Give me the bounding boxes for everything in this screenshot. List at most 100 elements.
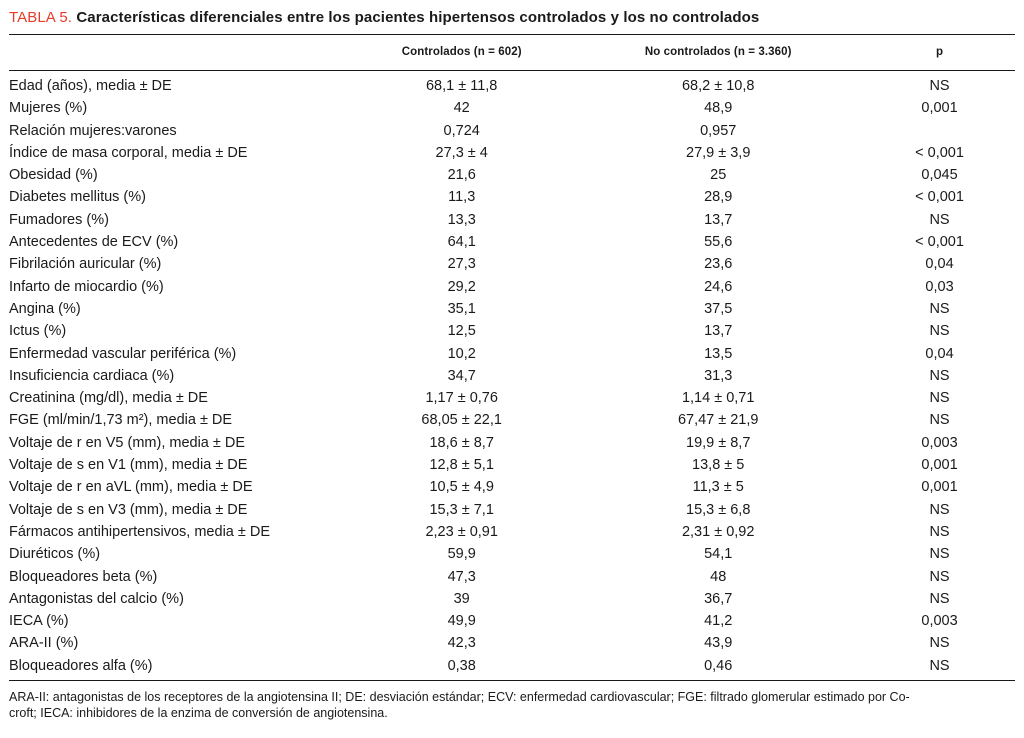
p-value-cell: NS	[929, 211, 950, 228]
no-controlados-value-cell: 27,9 ± 3,9	[686, 144, 751, 161]
controlados-value-cell: 10,5 ± 4,9	[429, 479, 494, 496]
table-row: Diabetes mellitus (%) 11,3 28,9 < 0,001	[9, 186, 1015, 208]
p-value-cell: 0,003	[921, 613, 958, 630]
controlados-value-cell: 39	[453, 590, 470, 607]
controlados-value-cell: 15,3 ± 7,1	[429, 501, 494, 518]
row-label-cell: Antecedentes de ECV (%)	[9, 234, 179, 251]
controlados-value-cell: 12,5	[447, 323, 476, 340]
controlados-value-cell: 27,3	[447, 256, 476, 273]
controlados-value-cell: 27,3 ± 4	[435, 144, 488, 161]
row-label-cell: Bloqueadores alfa (%)	[9, 654, 352, 682]
p-value-cell: < 0,001	[915, 234, 964, 251]
table-row: Bloqueadores alfa (%) 0,38 0,46 NS	[9, 654, 1015, 682]
no-controlados-value-cell: 15,3 ± 6,8	[686, 501, 751, 518]
row-label-cell: Diabetes mellitus (%)	[9, 189, 146, 206]
p-value-cell: NS	[929, 523, 950, 540]
no-controlados-value-cell: 25	[710, 167, 727, 184]
table-row: Voltaje de r en V5 (mm), media ± DE 18,6 …	[9, 432, 1015, 454]
table-row: Enfermedad vascular periférica (%) 10,2 13…	[9, 343, 1015, 365]
row-label-cell: Índice de masa corporal, media ± DE	[9, 144, 248, 161]
table-row: Voltaje de r en aVL (mm), media ± DE 10,5…	[9, 476, 1015, 498]
p-value-cell: < 0,001	[915, 144, 964, 161]
no-controlados-value-cell: 0,46	[572, 654, 865, 682]
controlados-value-cell: 1,17 ± 0,76	[425, 390, 498, 407]
table-row: Ictus (%) 12,5 13,7 NS	[9, 320, 1015, 342]
p-value-cell: NS	[864, 654, 1015, 682]
no-controlados-value-cell: 55,6	[704, 234, 733, 251]
table-row: Fármacos antihipertensivos, media ± DE 2,…	[9, 521, 1015, 543]
controlados-value-cell: 12,8 ± 5,1	[429, 457, 494, 474]
table-row: Angina (%) 35,1 37,5 NS	[9, 298, 1015, 320]
controlados-value-cell: 64,1	[447, 234, 476, 251]
no-controlados-value-cell: 48,9	[704, 100, 733, 117]
controlados-value-cell: 35,1	[447, 300, 476, 317]
table-row: Fumadores (%) 13,3 13,7 NS	[9, 209, 1015, 231]
no-controlados-value-cell: 13,7	[704, 211, 733, 228]
row-label-cell: Fumadores (%)	[9, 211, 109, 228]
controlados-value-cell: 68,1 ± 11,8	[425, 78, 498, 94]
row-label-cell: Diuréticos (%)	[9, 546, 101, 563]
row-label-cell: Fármacos antihipertensivos, media ± DE	[9, 523, 271, 540]
controlados-value-cell: 21,6	[447, 167, 476, 184]
table-footnote: ARA-II: antagonistas de los receptores d…	[9, 681, 1015, 721]
table-row: Voltaje de s en V1 (mm), media ± DE 12,8 …	[9, 454, 1015, 476]
no-controlados-value-cell: 13,8 ± 5	[692, 457, 745, 474]
table-row: Edad (años), media ± DE 68,1 ± 11,8 68,2 ±…	[9, 71, 1015, 98]
p-value-cell: < 0,001	[915, 189, 964, 206]
table-row: Insuficiencia cardiaca (%) 34,7 31,3 NS	[9, 365, 1015, 387]
no-controlados-value-cell: 24,6	[704, 278, 733, 295]
row-label-cell: ARA-II (%)	[9, 635, 79, 652]
table-row: Relación mujeres:varones 0,724 0,957	[9, 120, 1015, 142]
column-header-no-controlados: No controlados (n = 3.360)	[572, 34, 865, 71]
p-value-cell: NS	[929, 390, 950, 407]
row-label-cell: Voltaje de s en V3 (mm), media ± DE	[9, 501, 248, 518]
no-controlados-value-cell: 11,3 ± 5	[692, 479, 744, 496]
p-value-cell: NS	[929, 590, 950, 607]
no-controlados-value-cell: 68,2 ± 10,8	[681, 78, 755, 94]
row-label-cell: Mujeres (%)	[9, 100, 88, 117]
row-label-cell: Bloqueadores beta (%)	[9, 568, 158, 585]
table-row: Fibrilación auricular (%) 27,3 23,6 0,04	[9, 253, 1015, 275]
no-controlados-value-cell: 13,5	[704, 345, 733, 362]
row-label-cell: Voltaje de s en V1 (mm), media ± DE	[9, 457, 248, 474]
controlados-value-cell: 11,3	[448, 189, 476, 206]
table-row: ARA-II (%) 42,3 43,9 NS	[9, 632, 1015, 654]
table-row: IECA (%) 49,9 41,2 0,003	[9, 610, 1015, 632]
p-value-cell: 0,003	[921, 434, 958, 451]
no-controlados-value-cell: 1,14 ± 0,71	[681, 390, 755, 407]
row-label-cell: Insuficiencia cardiaca (%)	[9, 367, 175, 384]
footnote-line: croft; IECA: inhibidores de la enzima de…	[9, 706, 388, 721]
row-label-cell: Ictus (%)	[9, 323, 67, 340]
no-controlados-value-cell: 43,9	[704, 635, 733, 652]
no-controlados-value-cell: 41,2	[704, 613, 733, 630]
row-label-cell: Fibrilación auricular (%)	[9, 256, 162, 273]
no-controlados-value-cell: 67,47 ± 21,9	[677, 412, 759, 429]
controlados-value-cell: 47,3	[447, 568, 476, 585]
no-controlados-value-cell: 36,7	[704, 590, 733, 607]
p-value-cell: 0,001	[921, 100, 958, 117]
p-value-cell: NS	[929, 501, 950, 518]
controlados-value-cell: 18,6 ± 8,7	[429, 434, 494, 451]
controlados-value-cell: 0,724	[443, 122, 480, 139]
controlados-value-cell: 13,3	[447, 211, 476, 228]
table-row: Infarto de miocardio (%) 29,2 24,6 0,03	[9, 276, 1015, 298]
no-controlados-value-cell: 23,6	[704, 256, 733, 273]
p-value-cell: 0,001	[921, 457, 958, 474]
footnote-line: ARA-II: antagonistas de los receptores d…	[9, 690, 910, 705]
no-controlados-value-cell: 31,3	[704, 367, 733, 384]
table-row: Creatinina (mg/dl), media ± DE 1,17 ± 0,7…	[9, 387, 1015, 409]
controlados-value-cell: 10,2	[447, 345, 476, 362]
no-controlados-value-cell: 28,9	[704, 189, 733, 206]
controlados-value-cell: 49,9	[447, 613, 476, 630]
table-caption: TABLA 5. Características diferenciales e…	[9, 6, 1015, 34]
p-value-cell: 0,04	[925, 256, 954, 273]
table-title: Características diferenciales entre los …	[76, 9, 760, 26]
row-label-cell: Angina (%)	[9, 300, 81, 317]
no-controlados-value-cell: 19,9 ± 8,7	[686, 434, 751, 451]
row-label-cell: Obesidad (%)	[9, 167, 98, 184]
table-row: Antagonistas del calcio (%) 39 36,7 NS	[9, 588, 1015, 610]
p-value-cell: NS	[929, 78, 950, 94]
table-row: Bloqueadores beta (%) 47,3 48 NS	[9, 566, 1015, 588]
controlados-value-cell: 42	[453, 100, 470, 117]
no-controlados-value-cell: 54,1	[704, 546, 733, 563]
